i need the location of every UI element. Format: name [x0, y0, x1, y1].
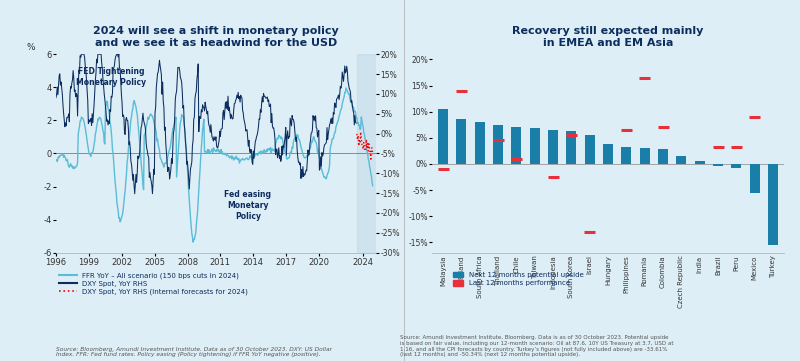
Legend: Next 12 months potential upside, Last 12 months performance: Next 12 months potential upside, Last 12…	[453, 272, 584, 286]
Bar	[438, 109, 448, 164]
Legend: FFR YoY – All scenario (150 bps cuts in 2024), DXY Spot, YoY RHS, DXY Spot, YoY : FFR YoY – All scenario (150 bps cuts in …	[59, 272, 248, 295]
Title: 2024 will see a shift in monetary policy
and we see it as headwind for the USD: 2024 will see a shift in monetary policy…	[93, 26, 339, 48]
Bar	[548, 130, 558, 164]
Bar	[622, 147, 631, 164]
Bar	[731, 164, 742, 168]
Bar	[511, 127, 522, 164]
Text: FED Tightening
Monetary Policy: FED Tightening Monetary Policy	[76, 68, 146, 87]
Bar	[713, 164, 723, 166]
Text: Fed easing
Monetary
Policy: Fed easing Monetary Policy	[224, 190, 271, 221]
Bar	[768, 164, 778, 245]
Bar	[694, 161, 705, 164]
Bar	[474, 122, 485, 164]
Bar	[640, 148, 650, 164]
Bar	[585, 135, 594, 164]
Bar	[456, 119, 466, 164]
Bar	[750, 164, 760, 193]
Bar	[493, 125, 503, 164]
Title: Recovery still expected mainly
in EMEA and EM Asia: Recovery still expected mainly in EMEA a…	[512, 26, 704, 48]
Text: Source: Bloomberg, Amundi Investment Institute. Data as of 30 October 2023. DXY:: Source: Bloomberg, Amundi Investment Ins…	[56, 347, 332, 357]
Bar	[603, 144, 613, 164]
Bar	[358, 54, 379, 253]
Y-axis label: %: %	[26, 43, 34, 52]
Bar	[658, 149, 668, 164]
Bar	[530, 129, 540, 164]
Bar	[676, 156, 686, 164]
Bar	[566, 131, 576, 164]
Text: Source: Amundi Investment Institute, Bloomberg. Data is as of 30 October 2023. P: Source: Amundi Investment Institute, Blo…	[400, 335, 674, 357]
